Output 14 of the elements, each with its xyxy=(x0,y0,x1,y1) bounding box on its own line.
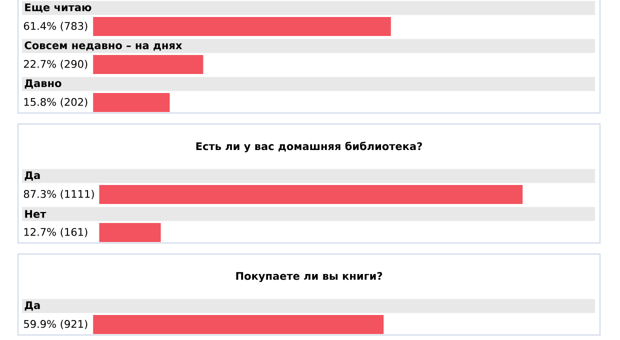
y-tick-label: Да xyxy=(24,301,40,311)
data-label: 15.8% (202) xyxy=(24,98,88,108)
data-label: 59.9% (921) xyxy=(24,320,88,330)
chart-title: Покупаете ли вы книги? xyxy=(236,272,382,282)
y-tick-label: Нет xyxy=(25,210,46,218)
data-label: 22.7% (290) xyxy=(24,60,88,70)
data-label: 87.3% (1111) xyxy=(24,190,94,200)
y-tick-label: Совсем недавно – на днях xyxy=(24,41,182,51)
y-tick-label: Да xyxy=(24,171,40,181)
chart-title: Есть ли у вас домашняя библиотека? xyxy=(196,142,422,152)
data-label: 12.7% (161) xyxy=(24,228,88,238)
data-label: 61.4% (783) xyxy=(24,22,88,32)
y-tick-label: Давно xyxy=(24,79,62,89)
y-tick-label: Еще читаю xyxy=(25,3,92,13)
